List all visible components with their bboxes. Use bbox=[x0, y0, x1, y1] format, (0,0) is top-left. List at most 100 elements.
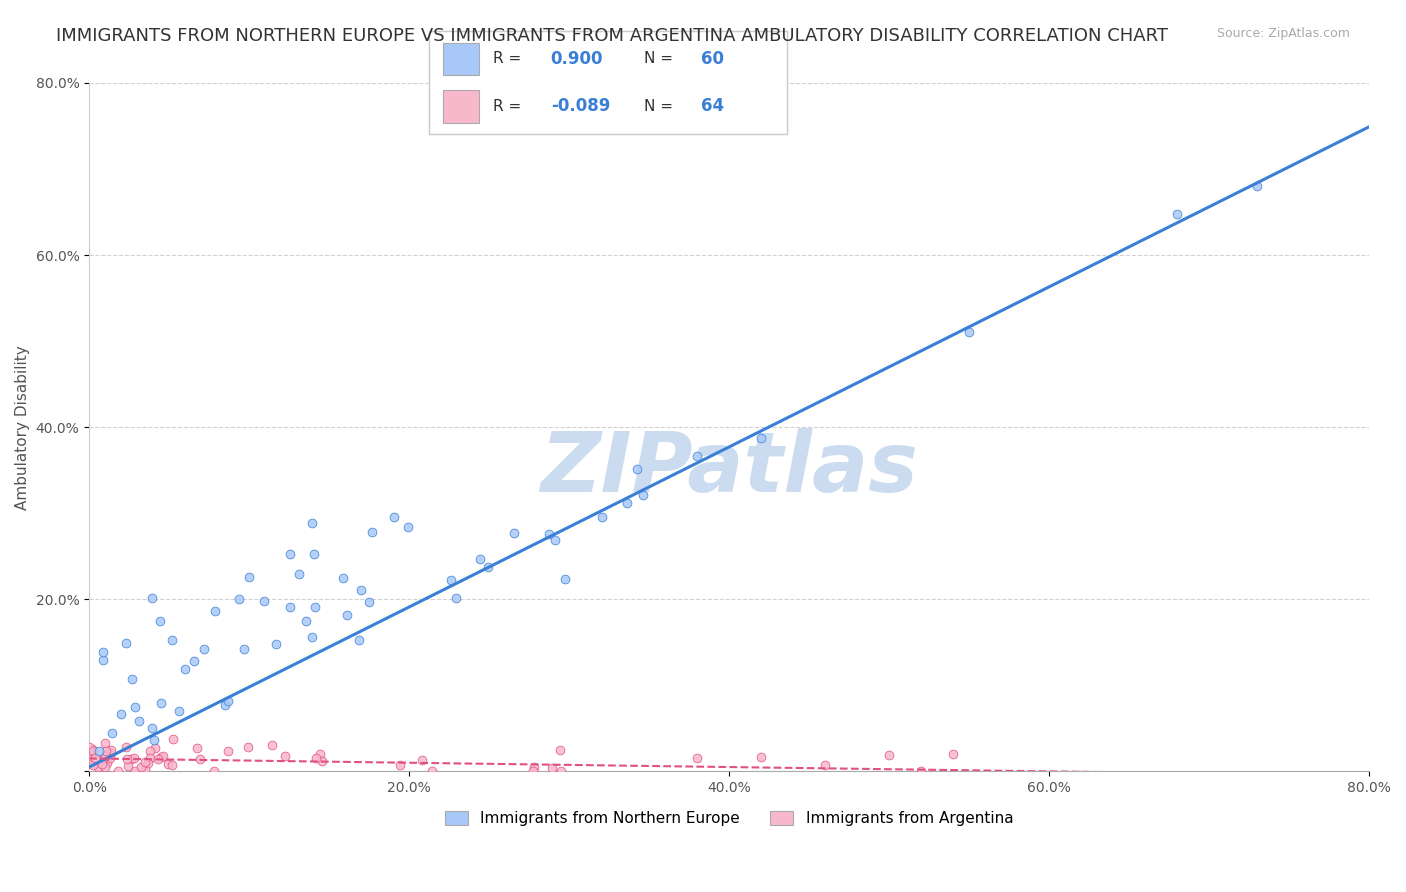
Point bbox=[308, 747, 330, 762]
Point bbox=[686, 751, 709, 765]
Point bbox=[304, 600, 326, 615]
Point bbox=[332, 571, 354, 585]
Point bbox=[156, 757, 179, 772]
Point bbox=[336, 608, 359, 623]
Point bbox=[160, 758, 183, 772]
Point bbox=[382, 510, 405, 524]
Point bbox=[124, 700, 146, 714]
Point bbox=[233, 642, 256, 657]
Point bbox=[143, 740, 166, 755]
Point bbox=[141, 591, 163, 605]
Text: 64: 64 bbox=[702, 97, 724, 115]
Point bbox=[631, 488, 654, 502]
Text: IMMIGRANTS FROM NORTHERN EUROPE VS IMMIGRANTS FROM ARGENTINA AMBULATORY DISABILI: IMMIGRANTS FROM NORTHERN EUROPE VS IMMIG… bbox=[56, 27, 1168, 45]
Point bbox=[301, 516, 323, 530]
Point bbox=[93, 751, 115, 765]
Point bbox=[957, 326, 980, 340]
Text: N =: N = bbox=[644, 52, 678, 66]
Point bbox=[616, 496, 638, 510]
FancyBboxPatch shape bbox=[443, 43, 479, 75]
Point bbox=[749, 432, 772, 446]
Point bbox=[304, 547, 326, 561]
Point bbox=[97, 746, 120, 760]
Point bbox=[149, 614, 172, 628]
Point bbox=[304, 750, 326, 764]
Point bbox=[877, 747, 900, 762]
Point bbox=[350, 583, 373, 598]
Point bbox=[96, 744, 118, 758]
Point bbox=[100, 746, 122, 760]
Point bbox=[278, 600, 301, 615]
Point bbox=[122, 750, 145, 764]
Point bbox=[115, 739, 138, 754]
Point bbox=[295, 614, 318, 628]
Point bbox=[96, 756, 118, 770]
Point bbox=[541, 762, 564, 776]
Text: 0.900: 0.900 bbox=[551, 50, 603, 68]
Point bbox=[591, 510, 613, 524]
Point bbox=[538, 526, 561, 541]
Point bbox=[522, 764, 544, 779]
Point bbox=[190, 752, 212, 766]
Point bbox=[146, 752, 169, 766]
FancyBboxPatch shape bbox=[443, 90, 479, 122]
Point bbox=[150, 696, 173, 710]
Point bbox=[86, 759, 108, 773]
Point bbox=[942, 747, 965, 762]
Point bbox=[115, 636, 138, 650]
Point bbox=[124, 764, 146, 779]
Point bbox=[446, 591, 468, 606]
Text: 60: 60 bbox=[702, 50, 724, 68]
Point bbox=[388, 758, 411, 772]
Point bbox=[91, 756, 114, 771]
Point bbox=[204, 604, 226, 618]
Point bbox=[134, 755, 156, 769]
Point bbox=[143, 732, 166, 747]
Point bbox=[93, 653, 115, 667]
Point bbox=[360, 525, 382, 540]
Point bbox=[100, 751, 122, 765]
Point bbox=[910, 764, 932, 779]
Point bbox=[301, 630, 323, 644]
Point bbox=[94, 749, 117, 764]
Point bbox=[544, 533, 567, 547]
Text: Source: ZipAtlas.com: Source: ZipAtlas.com bbox=[1216, 27, 1350, 40]
Point bbox=[217, 693, 239, 707]
Point bbox=[411, 753, 433, 767]
Point bbox=[503, 525, 526, 540]
Point bbox=[138, 744, 160, 758]
Point bbox=[89, 744, 111, 758]
Point bbox=[121, 672, 143, 686]
Point bbox=[77, 739, 100, 754]
Point bbox=[141, 722, 163, 736]
Point bbox=[139, 750, 162, 764]
Point bbox=[550, 743, 572, 757]
Point bbox=[80, 749, 103, 764]
Point bbox=[749, 749, 772, 764]
Point bbox=[94, 749, 117, 764]
Point bbox=[228, 592, 250, 607]
Point bbox=[626, 462, 648, 476]
Point bbox=[94, 760, 117, 774]
Point bbox=[420, 764, 443, 779]
Point bbox=[82, 758, 104, 772]
Point bbox=[440, 573, 463, 587]
Text: -0.089: -0.089 bbox=[551, 97, 610, 115]
Point bbox=[80, 742, 103, 756]
Text: N =: N = bbox=[644, 99, 678, 113]
Point bbox=[253, 594, 276, 608]
Point bbox=[288, 566, 311, 581]
Point bbox=[357, 595, 380, 609]
Point bbox=[152, 749, 174, 764]
Point bbox=[117, 759, 139, 773]
Point bbox=[100, 742, 122, 756]
Point bbox=[120, 752, 142, 766]
Point bbox=[523, 760, 546, 774]
Point bbox=[174, 662, 197, 676]
Point bbox=[311, 755, 333, 769]
Point bbox=[550, 764, 572, 779]
Point bbox=[347, 632, 370, 647]
Point bbox=[93, 645, 115, 659]
Point bbox=[1246, 179, 1268, 194]
Point bbox=[110, 707, 132, 722]
